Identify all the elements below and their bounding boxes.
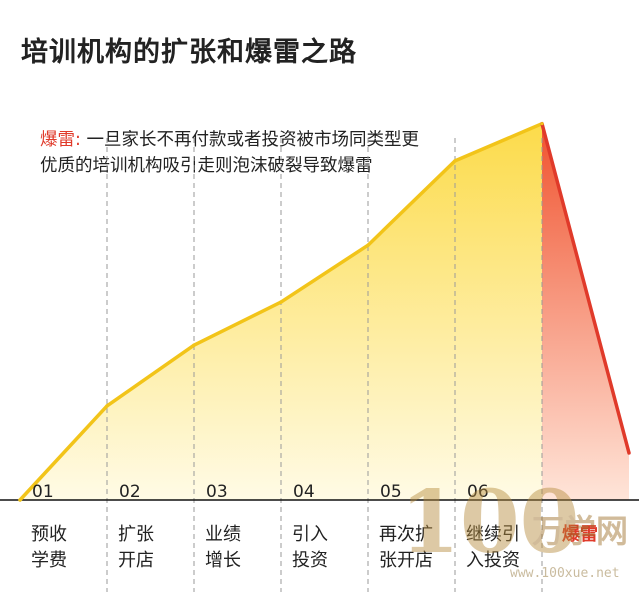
stage-label: 业绩 [205,524,241,545]
stage-label: 爆雷 [562,524,598,545]
collapse-area [542,123,629,501]
collapse-line [540,121,631,455]
growth-line-segment [105,343,196,408]
stage-label: 扩张 [118,524,154,545]
data-point [105,404,109,408]
x-tick-label: 05 [380,482,402,502]
chart-title: 培训机构的扩张和爆雷之路 [21,37,357,68]
data-point [192,343,196,347]
growth-line-segment [279,243,370,304]
watermark-url: www.100xue.net [510,566,620,581]
watermark-text: 万学网 [532,512,629,550]
stage-label: 预收 [31,524,67,545]
note-highlight: 爆雷: [40,130,81,150]
data-point [453,159,457,163]
x-tick-label: 03 [206,482,228,502]
stage-label: 再次扩 [379,524,433,545]
stage-label: 增长 [205,550,241,571]
growth-line-segment [192,300,283,347]
stage-label: 开店 [118,550,154,571]
x-tick-label: 04 [293,482,315,502]
annotation-note: 爆雷: 一旦家长不再付款或者投资被市场同类型更优质的培训机构吸引走则泡沫破裂导致… [40,127,435,179]
data-point [366,243,370,247]
stage-label: 学费 [31,550,67,571]
stage-label: 引入 [292,524,328,545]
growth-line-segment [366,159,457,247]
growth-line-segment [18,404,109,502]
note-text: 一旦家长不再付款或者投资被市场同类型更优质的培训机构吸引走则泡沫破裂导致爆雷 [40,130,419,176]
watermark-number: 100 [400,472,580,573]
site-watermark: 100 万学网 www.100xue.net [400,480,634,588]
growth-line-segment [453,121,544,163]
data-point [627,451,631,455]
x-tick-label: 01 [32,482,54,502]
stage-label: 入投资 [466,550,520,571]
x-tick-label: 02 [119,482,141,502]
stage-label: 投资 [292,550,328,571]
x-tick-label: 06 [467,482,489,502]
stage-label: 张开店 [379,550,433,571]
data-point [279,300,283,304]
data-point [18,498,22,502]
stage-label: 继续引 [466,524,520,545]
data-point [540,122,544,126]
